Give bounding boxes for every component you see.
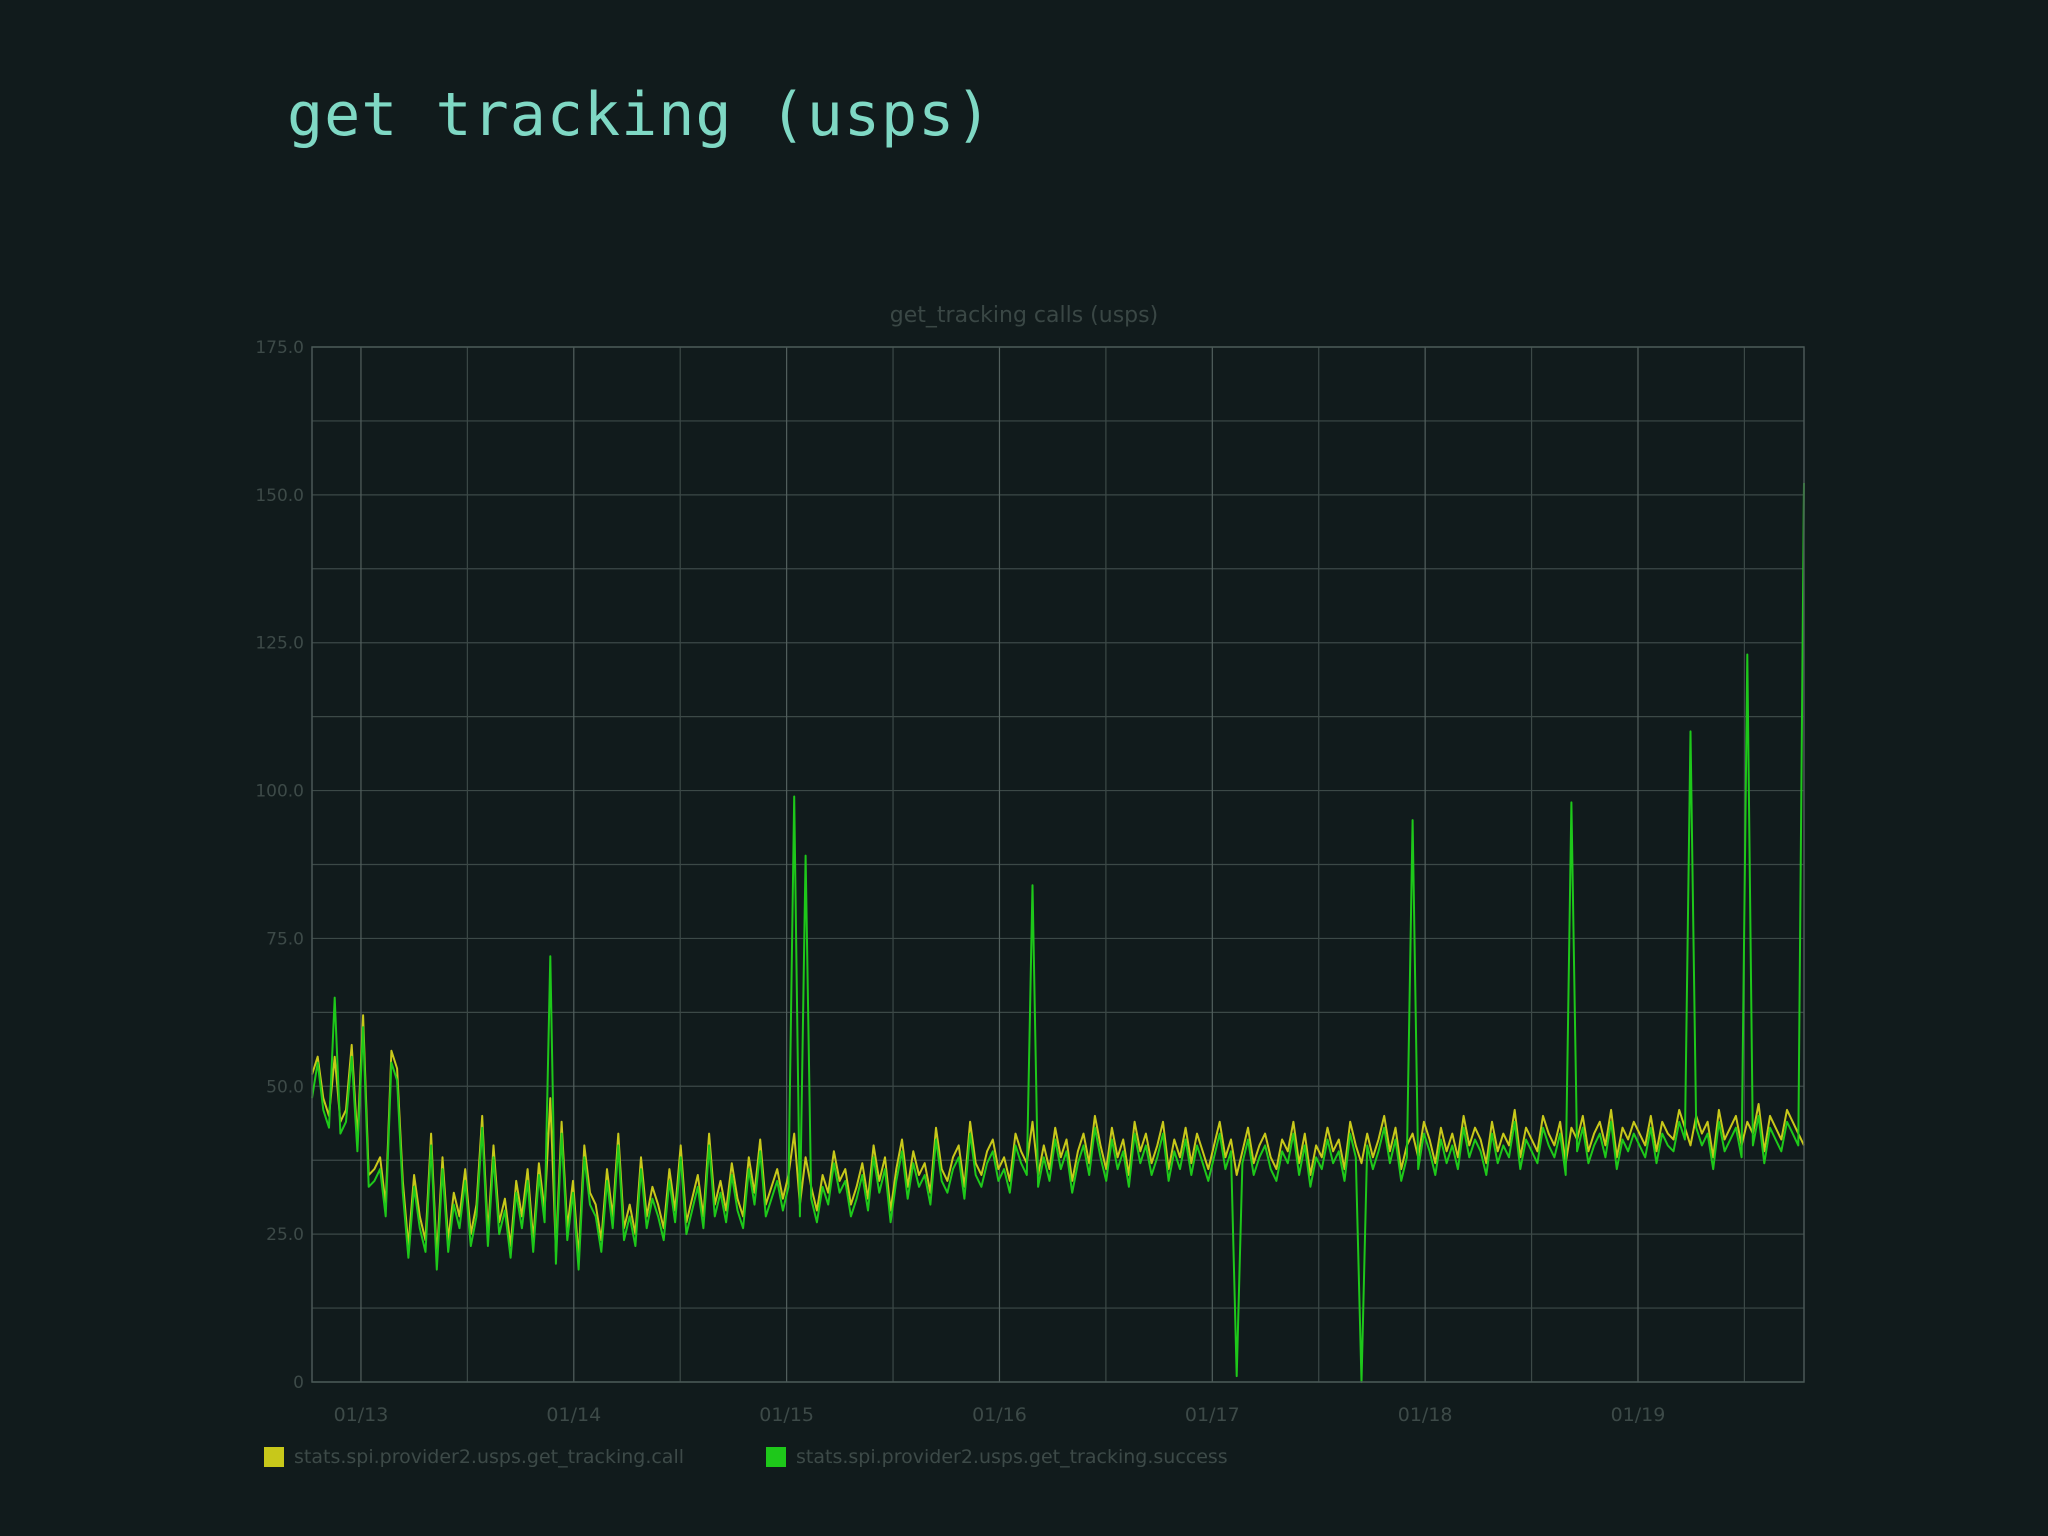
y-tick-label: 175.0 xyxy=(255,338,304,358)
y-tick-label: 150.0 xyxy=(255,486,304,506)
x-tick-label: 01/14 xyxy=(546,1404,601,1426)
y-tick-label: 100.0 xyxy=(255,782,304,802)
legend-label-success: stats.spi.provider2.usps.get_tracking.su… xyxy=(796,1446,1228,1468)
legend-swatch-call xyxy=(264,1447,284,1467)
y-tick-label: 75.0 xyxy=(266,929,304,949)
series-group xyxy=(311,482,1805,1383)
x-tick-label: 01/19 xyxy=(1611,1404,1666,1426)
y-tick-label: 125.0 xyxy=(255,634,304,654)
legend-item-success[interactable]: stats.spi.provider2.usps.get_tracking.su… xyxy=(766,1446,1228,1468)
legend: stats.spi.provider2.usps.get_tracking.ca… xyxy=(264,1444,1228,1470)
x-tick-label: 01/17 xyxy=(1185,1404,1240,1426)
y-axis-ticks: 0 25.0 50.0 75.0 100.0 125.0 150.0 175.0 xyxy=(255,338,304,1393)
series-line-success xyxy=(311,482,1805,1383)
x-tick-label: 01/15 xyxy=(759,1404,814,1426)
legend-item-call[interactable]: stats.spi.provider2.usps.get_tracking.ca… xyxy=(264,1446,684,1468)
plot-border xyxy=(311,346,1805,1383)
y-tick-label: 50.0 xyxy=(266,1077,304,1097)
x-tick-label: 01/18 xyxy=(1398,1404,1453,1426)
chart-title: get_tracking calls (usps) xyxy=(890,303,1158,328)
x-axis-ticks: 01/13 01/14 01/15 01/16 01/17 01/18 01/19 xyxy=(334,1404,1666,1426)
y-tick-label: 0 xyxy=(293,1373,304,1393)
legend-label-call: stats.spi.provider2.usps.get_tracking.ca… xyxy=(294,1446,685,1468)
x-tick-label: 01/16 xyxy=(972,1404,1027,1426)
x-tick-label: 01/13 xyxy=(334,1404,389,1426)
legend-swatch-success xyxy=(766,1447,787,1467)
slide-title: get tracking (usps) xyxy=(287,80,993,150)
y-tick-label: 25.0 xyxy=(266,1225,304,1245)
